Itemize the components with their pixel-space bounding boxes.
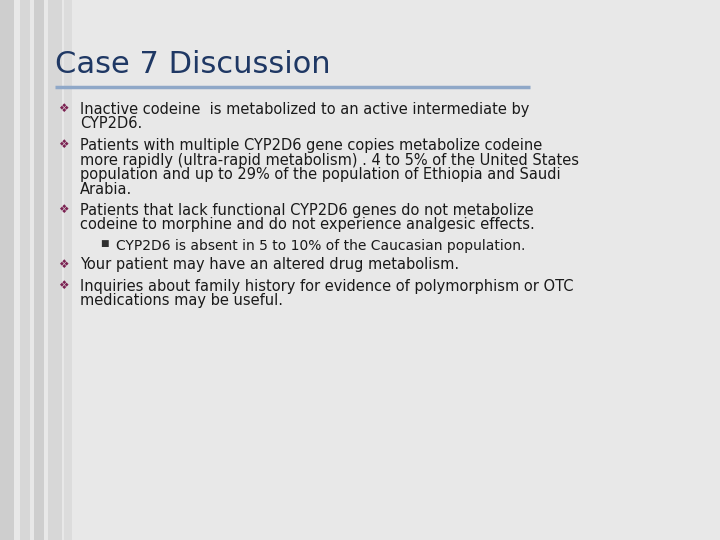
Text: ❖: ❖: [58, 258, 68, 271]
Text: CYP2D6 is absent in 5 to 10% of the Caucasian population.: CYP2D6 is absent in 5 to 10% of the Cauc…: [116, 239, 526, 253]
Text: ■: ■: [100, 239, 109, 248]
Text: Your patient may have an altered drug metabolism.: Your patient may have an altered drug me…: [80, 258, 459, 273]
Text: Inquiries about family history for evidence of polymorphism or OTC: Inquiries about family history for evide…: [80, 279, 574, 294]
Text: ❖: ❖: [58, 279, 68, 292]
Text: Patients that lack functional CYP2D6 genes do not metabolize: Patients that lack functional CYP2D6 gen…: [80, 203, 534, 218]
Text: ❖: ❖: [58, 203, 68, 216]
Text: more rapidly (ultra-rapid metabolism) . 4 to 5% of the United States: more rapidly (ultra-rapid metabolism) . …: [80, 152, 579, 167]
Text: ❖: ❖: [58, 138, 68, 151]
Text: codeine to morphine and do not experience analgesic effects.: codeine to morphine and do not experienc…: [80, 218, 535, 233]
Text: CYP2D6.: CYP2D6.: [80, 117, 143, 132]
Bar: [64, 0, 72, 540]
Bar: [0, 0, 14, 540]
Text: medications may be useful.: medications may be useful.: [80, 294, 283, 308]
Text: Case 7 Discussion: Case 7 Discussion: [55, 50, 330, 79]
Bar: [34, 0, 44, 540]
Text: Arabia.: Arabia.: [80, 181, 132, 197]
Bar: [48, 0, 62, 540]
Text: ❖: ❖: [58, 102, 68, 115]
Text: Patients with multiple CYP2D6 gene copies metabolize codeine: Patients with multiple CYP2D6 gene copie…: [80, 138, 542, 153]
Text: Inactive codeine  is metabolized to an active intermediate by: Inactive codeine is metabolized to an ac…: [80, 102, 529, 117]
Bar: [20, 0, 30, 540]
Text: population and up to 29% of the population of Ethiopia and Saudi: population and up to 29% of the populati…: [80, 167, 561, 182]
